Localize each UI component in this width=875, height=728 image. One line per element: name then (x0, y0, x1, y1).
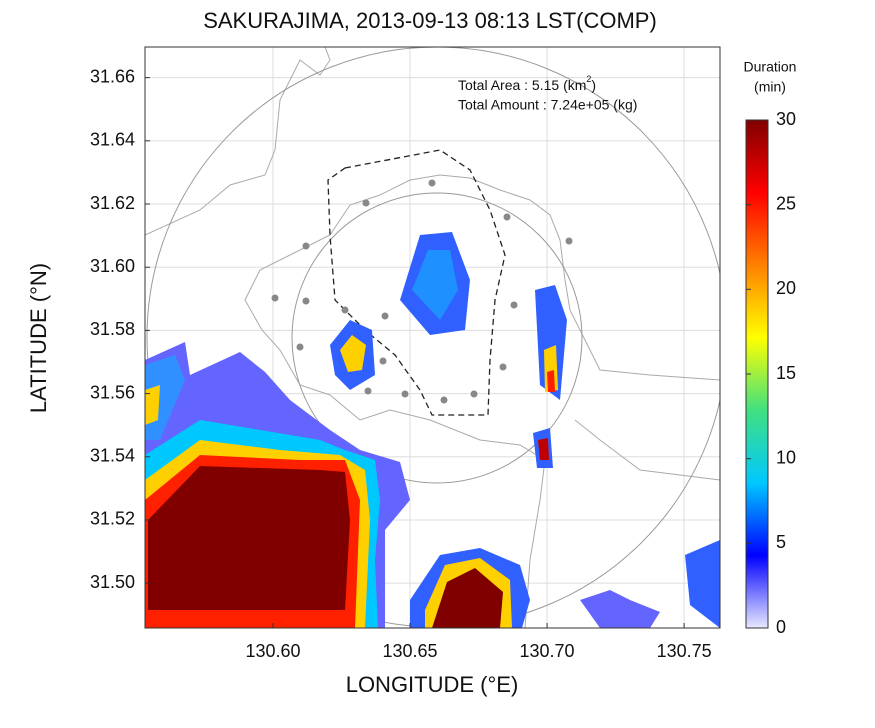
y-tick-label: 31.56 (90, 382, 135, 402)
coastline (145, 47, 720, 628)
colorbar-tick-label: 0 (776, 617, 786, 637)
total-area-exp: 2 (586, 74, 591, 84)
colorbar-tick-label: 5 (776, 532, 786, 552)
colorbar-tick-label: 10 (776, 447, 796, 467)
y-tick-label: 31.50 (90, 572, 135, 592)
total-area-end: ) (591, 77, 596, 93)
x-tick-label: 130.70 (520, 641, 575, 661)
colorbar-title: Duration (744, 59, 797, 75)
colorbar-tick-label: 15 (776, 363, 796, 383)
title: SAKURAJIMA, 2013-09-13 08:13 LST(COMP) (203, 8, 657, 33)
y-tick-label: 31.52 (90, 509, 135, 529)
y-tick-label: 31.58 (90, 319, 135, 339)
x-tick-label: 130.60 (245, 641, 300, 661)
x-axis-label: LONGITUDE (°E) (346, 672, 519, 697)
colorbar-unit: (min) (754, 79, 786, 95)
y-tick-label: 31.54 (90, 446, 135, 466)
total-area: Total Area : 5.15 (km2) (458, 74, 596, 92)
total-amount: Total Amount : 7.24e+05 (kg) (458, 97, 637, 113)
colorbar-tick-label: 20 (776, 278, 796, 298)
x-tick-label: 130.75 (657, 641, 712, 661)
x-tick-label: 130.65 (382, 641, 437, 661)
range-ring-inner (291, 192, 583, 484)
y-tick-label: 31.66 (90, 66, 135, 86)
plot-frame (144, 46, 721, 629)
y-tick-label: 31.60 (90, 256, 135, 276)
echo-areas (145, 232, 720, 628)
restricted-zone (327, 149, 506, 416)
colorbar-tick-label: 25 (776, 193, 796, 213)
y-tick-label: 31.62 (90, 193, 135, 213)
total-area-label: Total Area : 5.15 (km (458, 77, 586, 93)
colorbar-tick-label: 30 (776, 109, 796, 129)
stations (271, 179, 573, 404)
y-tick-label: 31.64 (90, 130, 135, 150)
y-axis-label: LATITUDE (°N) (26, 263, 51, 413)
map-layers (145, 47, 720, 628)
